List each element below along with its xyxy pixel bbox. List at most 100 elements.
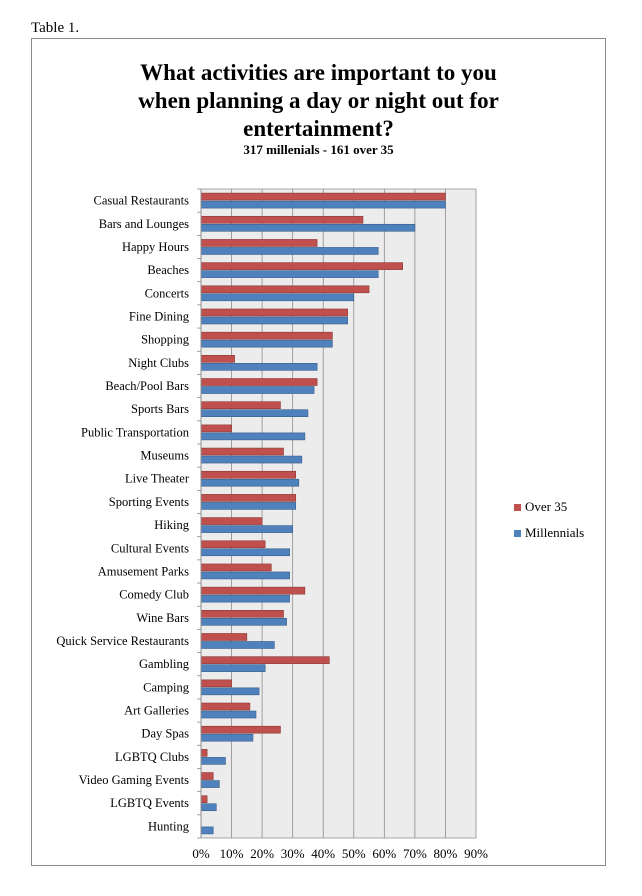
bar-over35 <box>200 401 281 409</box>
chart-subtitle: 317 millenials - 161 over 35 <box>243 142 394 157</box>
category-label: Museums <box>140 449 189 463</box>
bar-millennials <box>200 478 300 487</box>
chart-title: What activities are important to you whe… <box>138 60 499 141</box>
category-label: Hiking <box>154 518 189 532</box>
bar-over35 <box>200 656 330 664</box>
category-label: Concerts <box>145 286 190 300</box>
category-label: Art Galleries <box>124 704 189 718</box>
bar-over35 <box>200 702 251 711</box>
bar-over35 <box>200 633 248 641</box>
bar-millennials <box>200 757 226 765</box>
bar-chart: 0% 10% 20% 30% 40% 50% 60% 70% 80% 90% Casual Rest… <box>56 188 584 861</box>
bar-over35 <box>200 239 318 247</box>
bar-millennials <box>200 618 287 626</box>
x-tick-label: 20% <box>250 846 274 861</box>
bar-over35 <box>200 378 318 386</box>
bar-millennials <box>200 293 355 302</box>
bar-millennials <box>200 594 290 603</box>
category-label: Bars and Lounges <box>99 217 189 231</box>
bar-millennials <box>200 710 257 719</box>
category-label: Night Clubs <box>128 356 189 370</box>
x-tick-label: 50% <box>342 846 366 861</box>
bar-over35 <box>200 494 297 502</box>
bar-millennials <box>200 363 318 371</box>
bar-millennials <box>200 386 315 394</box>
category-label: Live Theater <box>125 472 190 486</box>
legend-swatch-millennials <box>514 530 521 537</box>
bar-over35 <box>200 679 232 688</box>
bar-millennials <box>200 270 379 278</box>
bar-millennials <box>200 733 254 742</box>
category-label: Comedy Club <box>119 588 189 602</box>
x-tick-label: 60% <box>372 846 396 861</box>
bar-millennials <box>200 641 275 649</box>
x-tick-label: 70% <box>403 846 427 861</box>
bar-millennials <box>200 455 303 464</box>
category-label: Beaches <box>147 263 189 277</box>
bar-millennials <box>200 223 416 232</box>
bar-over35 <box>200 470 297 479</box>
bar-over35 <box>200 285 370 294</box>
bar-millennials <box>200 316 348 325</box>
category-label: Sporting Events <box>109 495 189 509</box>
bar-over35 <box>200 610 284 618</box>
category-label: Cultural Events <box>111 541 189 555</box>
x-tick-label: 30% <box>281 846 305 861</box>
bar-over35 <box>200 262 403 270</box>
bar-over35 <box>200 563 272 572</box>
bar-millennials <box>200 247 379 255</box>
category-label: Public Transportation <box>81 425 190 439</box>
bar-over35 <box>200 215 364 224</box>
x-tick-label: 40% <box>311 846 335 861</box>
table-label: Table 1. <box>31 20 80 36</box>
bar-millennials <box>200 200 446 209</box>
bar-millennials <box>200 664 266 672</box>
bar-millennials <box>200 548 290 557</box>
category-label: Camping <box>143 680 190 694</box>
category-label: Fine Dining <box>129 309 190 323</box>
category-label: Video Gaming Events <box>79 773 189 787</box>
category-label: LGBTQ Events <box>110 796 189 810</box>
bar-over35 <box>200 725 281 734</box>
category-label: Sports Bars <box>131 402 189 416</box>
bar-millennials <box>200 502 297 510</box>
category-label: Hunting <box>148 819 190 833</box>
legend-swatch-over35 <box>514 504 521 511</box>
category-label: Casual Restaurants <box>94 194 190 208</box>
chart-frame: What activities are important to you whe… <box>31 38 606 866</box>
legend-label-millennials: Millennials <box>525 525 584 540</box>
bar-millennials <box>200 826 214 835</box>
x-tick-label: 0% <box>192 846 210 861</box>
x-tick-label: 10% <box>220 846 244 861</box>
bar-over35 <box>200 192 446 201</box>
category-label: Quick Service Restaurants <box>56 634 189 648</box>
bar-over35 <box>200 308 348 317</box>
bar-over35 <box>200 749 208 757</box>
category-label: Shopping <box>141 333 190 347</box>
category-label: Amusement Parks <box>98 564 189 578</box>
bar-over35 <box>200 517 263 525</box>
bar-millennials <box>200 432 306 441</box>
bar-millennials <box>200 803 217 812</box>
bar-millennials <box>200 525 293 533</box>
bar-millennials <box>200 409 309 417</box>
bar-millennials <box>200 687 260 696</box>
bar-millennials <box>200 339 333 348</box>
x-tick-label: 90% <box>464 846 488 861</box>
x-tick-label: 80% <box>434 846 458 861</box>
category-label: Beach/Pool Bars <box>105 379 189 393</box>
category-label: Wine Bars <box>136 611 189 625</box>
bar-over35 <box>200 540 266 549</box>
category-label: Day Spas <box>141 727 189 741</box>
category-label: LGBTQ Clubs <box>115 750 189 764</box>
bar-over35 <box>200 447 284 456</box>
category-label: Happy Hours <box>122 240 189 254</box>
bar-over35 <box>200 772 214 780</box>
bar-millennials <box>200 780 220 788</box>
legend-label-over35: Over 35 <box>525 499 567 514</box>
bar-millennials <box>200 571 290 580</box>
bar-over35 <box>200 331 333 340</box>
bar-over35 <box>200 424 232 433</box>
category-label: Gambling <box>139 657 190 671</box>
bar-over35 <box>200 586 306 595</box>
